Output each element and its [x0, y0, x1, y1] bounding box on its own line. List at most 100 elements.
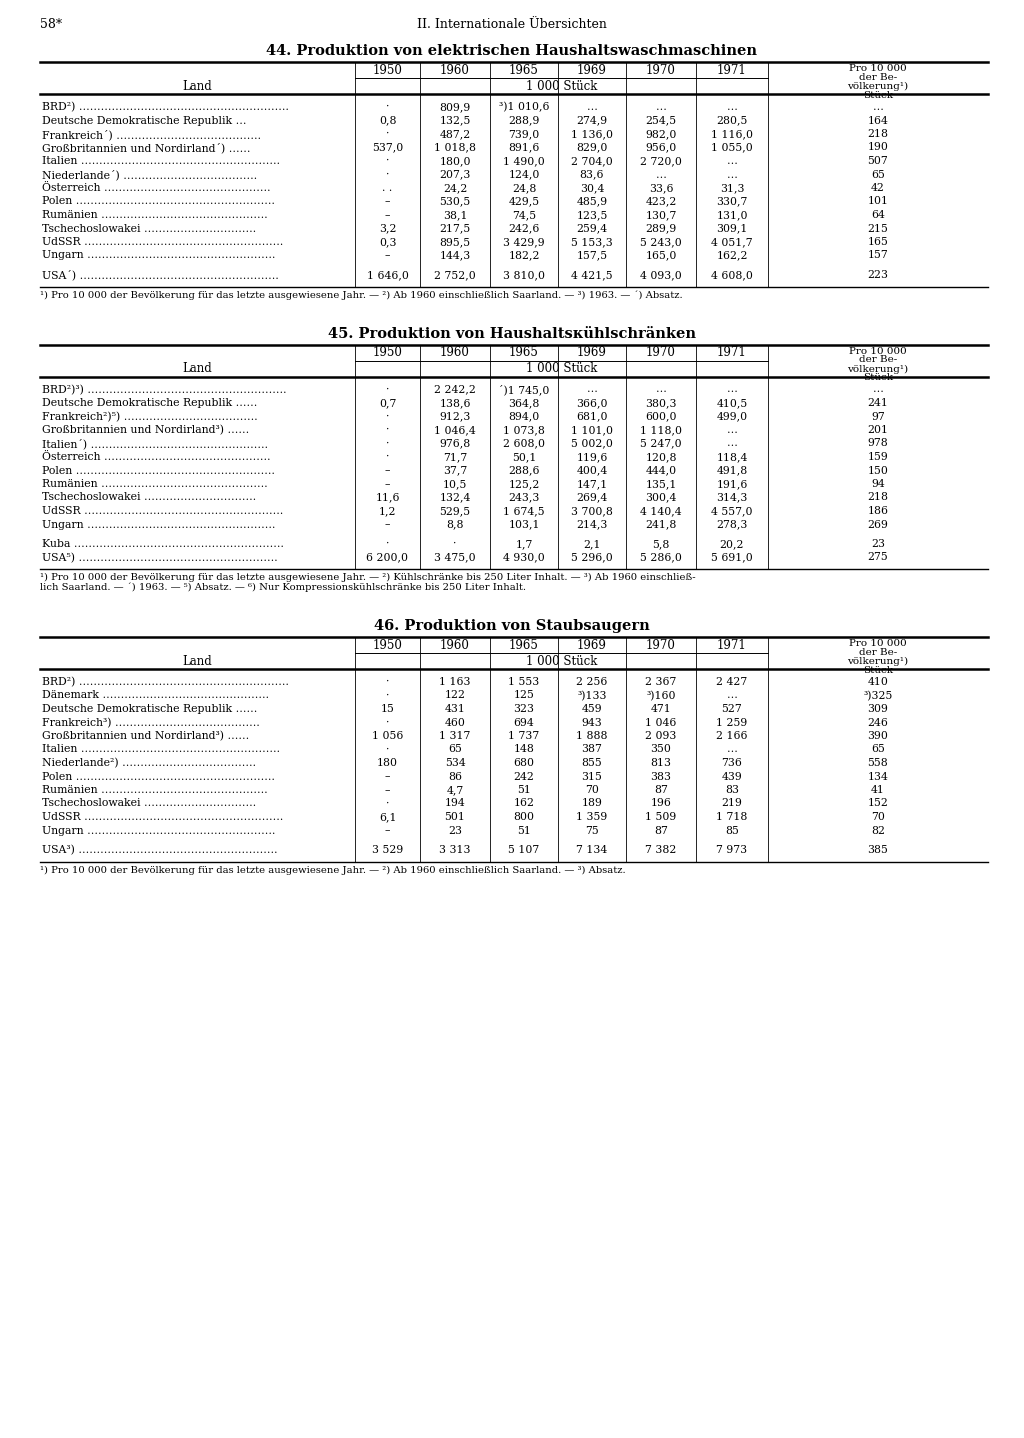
Text: ·: · [386, 439, 389, 449]
Text: 41: 41 [871, 785, 885, 795]
Text: 1971: 1971 [717, 65, 746, 78]
Text: 242,6: 242,6 [508, 223, 540, 233]
Text: 4 093,0: 4 093,0 [640, 270, 682, 280]
Text: 1 888: 1 888 [577, 731, 608, 741]
Text: 1971: 1971 [717, 347, 746, 360]
Text: 499,0: 499,0 [717, 411, 748, 421]
Text: 164: 164 [867, 115, 889, 125]
Text: Deutsche Demokratische Republik …: Deutsche Demokratische Republik … [42, 115, 247, 125]
Text: 2 367: 2 367 [645, 677, 677, 687]
Text: 38,1: 38,1 [442, 210, 467, 220]
Text: 300,4: 300,4 [645, 492, 677, 502]
Text: 6 200,0: 6 200,0 [367, 552, 409, 562]
Text: 103,1: 103,1 [508, 519, 540, 529]
Text: ·: · [386, 411, 389, 421]
Text: 23: 23 [871, 539, 885, 549]
Text: 680: 680 [513, 758, 535, 768]
Text: ·: · [386, 129, 389, 139]
Text: 1970: 1970 [646, 638, 676, 651]
Text: ·: · [386, 677, 389, 687]
Text: lich Saarland. — ´) 1963. — ⁵) Absatz. — ⁶) Nur Kompressionskühlschränke bis 250: lich Saarland. — ´) 1963. — ⁵) Absatz. —… [40, 582, 526, 592]
Text: 829,0: 829,0 [577, 142, 607, 152]
Text: 2 704,0: 2 704,0 [571, 155, 613, 165]
Text: ·: · [454, 539, 457, 549]
Text: 274,9: 274,9 [577, 115, 607, 125]
Text: 215: 215 [867, 223, 889, 233]
Text: –: – [385, 250, 390, 260]
Text: 2 093: 2 093 [645, 731, 677, 741]
Text: 1 055,0: 1 055,0 [711, 142, 753, 152]
Text: 387: 387 [582, 745, 602, 755]
Text: …: … [727, 155, 737, 165]
Text: 1 646,0: 1 646,0 [367, 270, 409, 280]
Text: 2,1: 2,1 [584, 539, 601, 549]
Text: 162: 162 [513, 798, 535, 808]
Text: 487,2: 487,2 [439, 129, 471, 139]
Text: 157: 157 [867, 250, 889, 260]
Text: 259,4: 259,4 [577, 223, 607, 233]
Text: 1970: 1970 [646, 65, 676, 78]
Text: Tschechoslowakei ………………………….: Tschechoslowakei …………………………. [42, 492, 256, 502]
Text: der Be-: der Be- [859, 649, 897, 657]
Text: ·: · [386, 798, 389, 808]
Text: 1 259: 1 259 [717, 718, 748, 728]
Text: Ungarn …………………………………………….: Ungarn ……………………………………………. [42, 519, 275, 529]
Text: 288,6: 288,6 [508, 466, 540, 476]
Text: 1960: 1960 [440, 347, 470, 360]
Text: UdSSR ……………………………………………….: UdSSR ………………………………………………. [42, 506, 284, 516]
Text: 1 046,4: 1 046,4 [434, 426, 476, 436]
Text: ·: · [386, 718, 389, 728]
Text: . .: . . [382, 183, 392, 193]
Text: 87: 87 [654, 785, 668, 795]
Text: 194: 194 [444, 798, 465, 808]
Text: 1 000 Stück: 1 000 Stück [525, 362, 597, 375]
Text: 3 810,0: 3 810,0 [503, 270, 545, 280]
Text: 739,0: 739,0 [508, 129, 540, 139]
Text: UdSSR ……………………………………………….: UdSSR ………………………………………………. [42, 237, 284, 247]
Text: 3 313: 3 313 [439, 846, 471, 856]
Text: Pro 10 000: Pro 10 000 [849, 347, 907, 355]
Text: 3,2: 3,2 [379, 223, 396, 233]
Text: 410,5: 410,5 [717, 398, 748, 408]
Text: –: – [385, 197, 390, 207]
Text: Ungarn …………………………………………….: Ungarn ……………………………………………. [42, 825, 275, 835]
Text: 1 553: 1 553 [508, 677, 540, 687]
Text: 1960: 1960 [440, 65, 470, 78]
Text: Großbritannien und Nordirland´) ……: Großbritannien und Nordirland´) …… [42, 142, 251, 154]
Text: 400,4: 400,4 [577, 466, 607, 476]
Text: 288,9: 288,9 [508, 115, 540, 125]
Text: 4 140,4: 4 140,4 [640, 506, 682, 516]
Text: 4,7: 4,7 [446, 785, 464, 795]
Text: 45. Produktion von Haushaltsкühlschränken: 45. Produktion von Haushaltsкühlschränke… [328, 326, 696, 341]
Text: 0,7: 0,7 [379, 398, 396, 408]
Text: 74,5: 74,5 [512, 210, 536, 220]
Text: 218: 218 [867, 129, 889, 139]
Text: Land: Land [182, 81, 212, 93]
Text: Tschechoslowakei ………………………….: Tschechoslowakei …………………………. [42, 223, 256, 233]
Text: Deutsche Demokratische Republik ……: Deutsche Demokratische Republik …… [42, 398, 257, 408]
Text: 1965: 1965 [509, 347, 539, 360]
Text: 912,3: 912,3 [439, 411, 471, 421]
Text: …: … [587, 102, 597, 112]
Text: 2 427: 2 427 [717, 677, 748, 687]
Text: 507: 507 [867, 155, 889, 165]
Text: 2 256: 2 256 [577, 677, 607, 687]
Text: –: – [385, 479, 390, 489]
Text: 534: 534 [444, 758, 465, 768]
Text: …: … [655, 170, 667, 180]
Text: 10,5: 10,5 [442, 479, 467, 489]
Text: …: … [655, 102, 667, 112]
Text: ·: · [386, 155, 389, 165]
Text: …: … [727, 690, 737, 700]
Text: 33,6: 33,6 [649, 183, 673, 193]
Text: Pro 10 000: Pro 10 000 [849, 638, 907, 649]
Text: Rumänien ……………………………………….: Rumänien ………………………………………. [42, 479, 267, 489]
Text: 800: 800 [513, 812, 535, 823]
Text: 1 018,8: 1 018,8 [434, 142, 476, 152]
Text: 4 051,7: 4 051,7 [712, 237, 753, 247]
Text: 219: 219 [722, 798, 742, 808]
Text: 4 608,0: 4 608,0 [711, 270, 753, 280]
Text: Österreich ……………………………………….: Österreich ………………………………………. [42, 183, 270, 193]
Text: 125: 125 [514, 690, 535, 700]
Text: 1960: 1960 [440, 638, 470, 651]
